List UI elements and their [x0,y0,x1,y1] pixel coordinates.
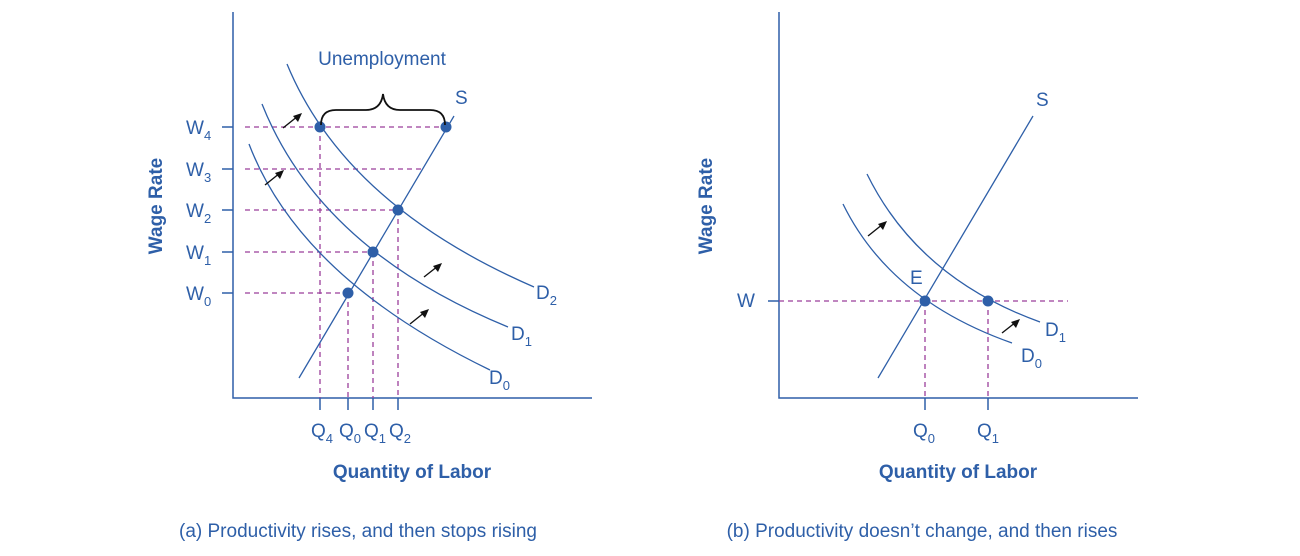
demand-label-b-d1: D1 [1045,320,1066,345]
quantity-label-q0: Q0 [339,421,361,446]
panel-b-caption: (b) Productivity doesn’t change, and the… [727,521,1118,542]
quantity-label-b-q0: Q0 [913,421,935,446]
panel-b: S W E Q0 Q1 D1 D0 Wage Rate Quantity of … [696,12,1138,542]
arrow-icon [867,221,887,237]
point-w4-supply [440,121,452,133]
supply-label-b: S [1036,90,1049,111]
supply-curve-b [877,115,1034,379]
point-e2 [392,204,404,216]
wage-label-w0: W0 [186,284,211,309]
panel-a-x-axis-title: Quantity of Labor [333,462,492,483]
supply-label-a: S [455,88,468,109]
arrow-icon [423,263,442,278]
arrow-icon [409,309,429,325]
equilibrium-label-e: E [910,268,923,289]
arrow-icon [282,113,302,129]
demand-label-b-d0: D0 [1021,346,1042,371]
panel-a-axes [232,12,592,399]
point-e1 [367,246,379,258]
quantity-label-b-q1: Q1 [977,421,999,446]
demand-label-d1: D1 [511,324,532,349]
wage-label-w1: W1 [186,243,211,268]
arrow-icon [1001,319,1020,334]
panel-a-shift-arrows [264,113,442,325]
panel-b-x-axis-title: Quantity of Labor [879,462,1038,483]
demand-curve-b-d1 [866,173,1041,323]
quantity-label-q1: Q1 [364,421,386,446]
panel-a-y-axis-title: Wage Rate [146,158,167,254]
wage-label-w4: W4 [186,118,211,143]
unemployment-brace [320,93,446,126]
point-e [919,295,931,307]
demand-label-d0: D0 [489,368,510,393]
panel-b-y-axis-title: Wage Rate [696,158,717,254]
unemployment-label: Unemployment [318,49,446,70]
quantity-label-q2: Q2 [389,421,411,446]
arrow-icon [264,170,284,186]
demand-curve-b-d0 [842,203,1013,344]
demand-curve-d1 [261,103,509,328]
demand-curve-d0 [248,143,491,371]
panel-a: Unemployment S W4 W3 W2 W1 W0 Q4 Q0 Q1 Q… [146,12,592,542]
demand-curve-d2 [286,63,535,288]
quantity-label-q4: Q4 [311,421,333,446]
supply-curve [298,115,455,379]
wage-label-w2: W2 [186,201,211,226]
panel-b-axes [778,12,1138,399]
point-w4-demand [314,121,326,133]
panel-a-caption: (a) Productivity rises, and then stops r… [179,521,537,542]
point-new-equilibrium [982,295,994,307]
panel-a-ticks [222,126,399,410]
wage-label-w3: W3 [186,160,211,185]
panel-a-guides [245,126,446,398]
wage-label-w: W [737,291,755,312]
demand-label-d2: D2 [536,283,557,308]
point-e0 [342,287,354,299]
